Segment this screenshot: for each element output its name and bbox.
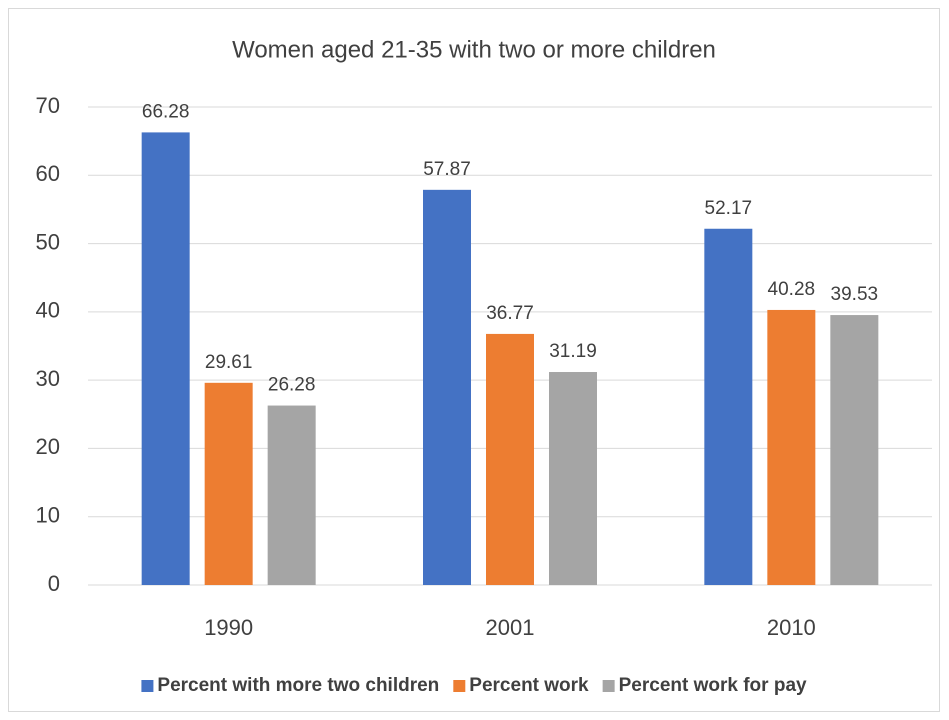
legend-swatch (141, 680, 154, 692)
legend-label: Percent work (469, 675, 589, 696)
bar (204, 382, 253, 585)
legend-swatch (453, 680, 466, 692)
bar (704, 228, 753, 586)
x-tick-label: 1990 (204, 615, 253, 640)
data-label: 40.28 (768, 279, 816, 300)
data-label: 36.77 (486, 303, 534, 324)
bar (830, 315, 879, 585)
y-tick-label: 20 (36, 434, 60, 459)
x-tick-label: 2001 (486, 615, 535, 640)
data-label: 26.28 (268, 375, 316, 396)
bar (549, 372, 597, 585)
y-tick-label: 0 (48, 571, 60, 596)
y-tick-label: 30 (36, 366, 60, 391)
bar (486, 333, 534, 585)
y-tick-label: 40 (36, 298, 60, 323)
y-tick-label: 50 (36, 229, 60, 254)
data-label: 52.17 (705, 198, 753, 219)
data-label: 31.19 (549, 341, 597, 362)
bar (423, 189, 471, 585)
data-label: 29.61 (205, 352, 253, 373)
legend-swatch (602, 680, 615, 692)
legend-label: Percent work for pay (619, 675, 807, 696)
x-tick-label: 2010 (767, 615, 816, 640)
data-label: 66.28 (142, 101, 190, 122)
bar (767, 309, 816, 585)
bar (141, 132, 190, 585)
data-label: 57.87 (423, 159, 471, 180)
y-tick-label: 70 (36, 93, 60, 118)
bar (267, 405, 316, 585)
y-tick-label: 60 (36, 161, 60, 186)
chart-title: Women aged 21-35 with two or more childr… (232, 36, 716, 63)
legend-label: Percent with more two children (157, 675, 439, 696)
data-label: 39.53 (831, 284, 879, 305)
y-tick-label: 10 (36, 503, 60, 528)
